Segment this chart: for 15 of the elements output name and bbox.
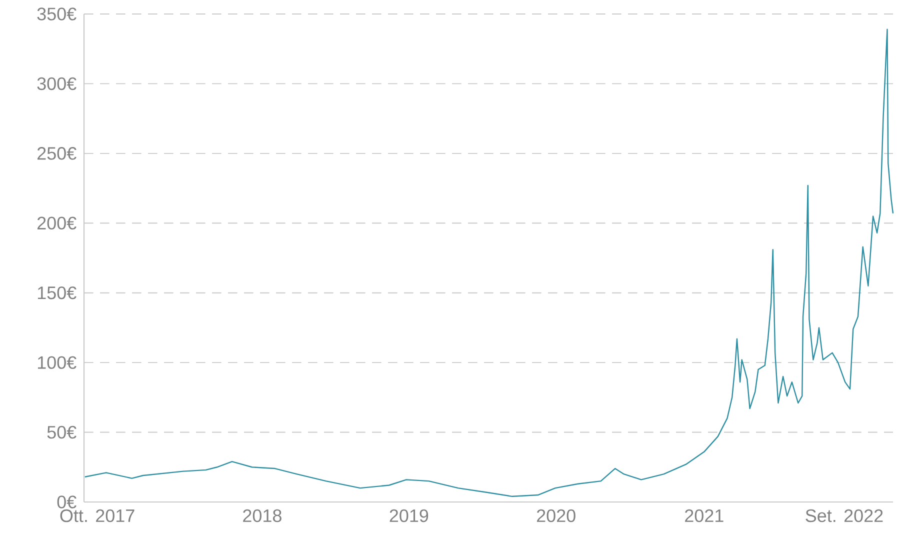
y-tick-label: 100€ (38, 356, 76, 369)
x-tick-label: 2020 (536, 509, 576, 522)
y-tick-label: 300€ (37, 77, 76, 90)
y-tick-label: 0€ (57, 496, 76, 508)
y-tick-label: 350€ (37, 8, 76, 20)
y-tick-label: 150€ (38, 286, 76, 300)
x-tick-label: 2019 (390, 509, 428, 522)
x-tick-label: 2018 (243, 509, 282, 522)
x-tick-label: Ott. 2017 (60, 509, 134, 522)
y-tick-label: 50€ (47, 426, 76, 439)
y-tick-label: 200€ (37, 216, 76, 230)
y-tick-label: 250€ (37, 147, 76, 160)
x-tick-label: 2021 (685, 509, 724, 522)
x-tick-label: Set. 2022 (806, 509, 883, 522)
line-series (84, 28, 894, 498)
